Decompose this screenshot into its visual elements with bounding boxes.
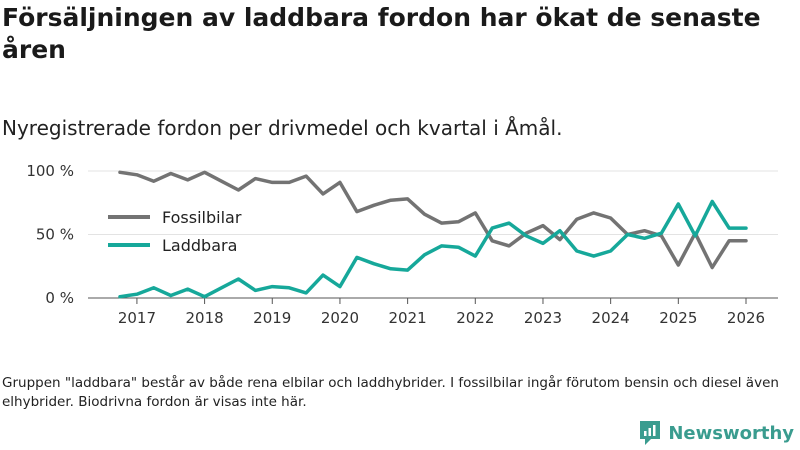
- x-tick-label: 2021: [389, 309, 427, 327]
- chart-subtitle: Nyregistrerade fordon per drivmedel och …: [2, 116, 563, 140]
- series-line-fossilbilar: [118, 170, 748, 270]
- series-layer: [118, 170, 748, 299]
- legend-label: Fossilbilar: [162, 208, 242, 227]
- footnote: Gruppen "laddbara" består av både rena e…: [2, 375, 779, 410]
- y-tick-label: 100 %: [26, 162, 74, 180]
- y-tick-label: 50 %: [36, 226, 74, 244]
- legend: Fossilbilar Laddbara: [108, 208, 242, 255]
- x-tick-label: 2019: [253, 309, 291, 327]
- x-axis: 2017 2018 2019 2020 2021 2022 2023 2024 2025 2026: [88, 297, 778, 327]
- line-chart: 0 % 50 % 100 % 2017 2018 2019 2020 2021 2022 202…: [26, 162, 778, 327]
- x-tick-label: 2026: [727, 309, 765, 327]
- series-line-laddbara: [118, 199, 748, 299]
- x-tick-label: 2020: [321, 309, 359, 327]
- x-tick-label: 2025: [659, 309, 697, 327]
- x-tick-label: 2018: [186, 309, 224, 327]
- y-axis: 0 % 50 % 100 %: [26, 162, 74, 307]
- x-tick-label: 2023: [524, 309, 562, 327]
- chart-title: Försäljningen av laddbara fordon har öka…: [2, 3, 761, 64]
- grid-layer: [88, 170, 778, 299]
- x-tick-label: 2024: [592, 309, 630, 327]
- legend-label: Laddbara: [162, 236, 237, 255]
- newsworthy-logo-icon: [640, 421, 661, 445]
- x-tick-label: 2017: [118, 309, 156, 327]
- brand-name: Newsworthy: [668, 422, 794, 444]
- x-tick-label: 2022: [456, 309, 494, 327]
- y-tick-label: 0 %: [45, 289, 74, 307]
- brand-logo: Newsworthy: [638, 420, 794, 446]
